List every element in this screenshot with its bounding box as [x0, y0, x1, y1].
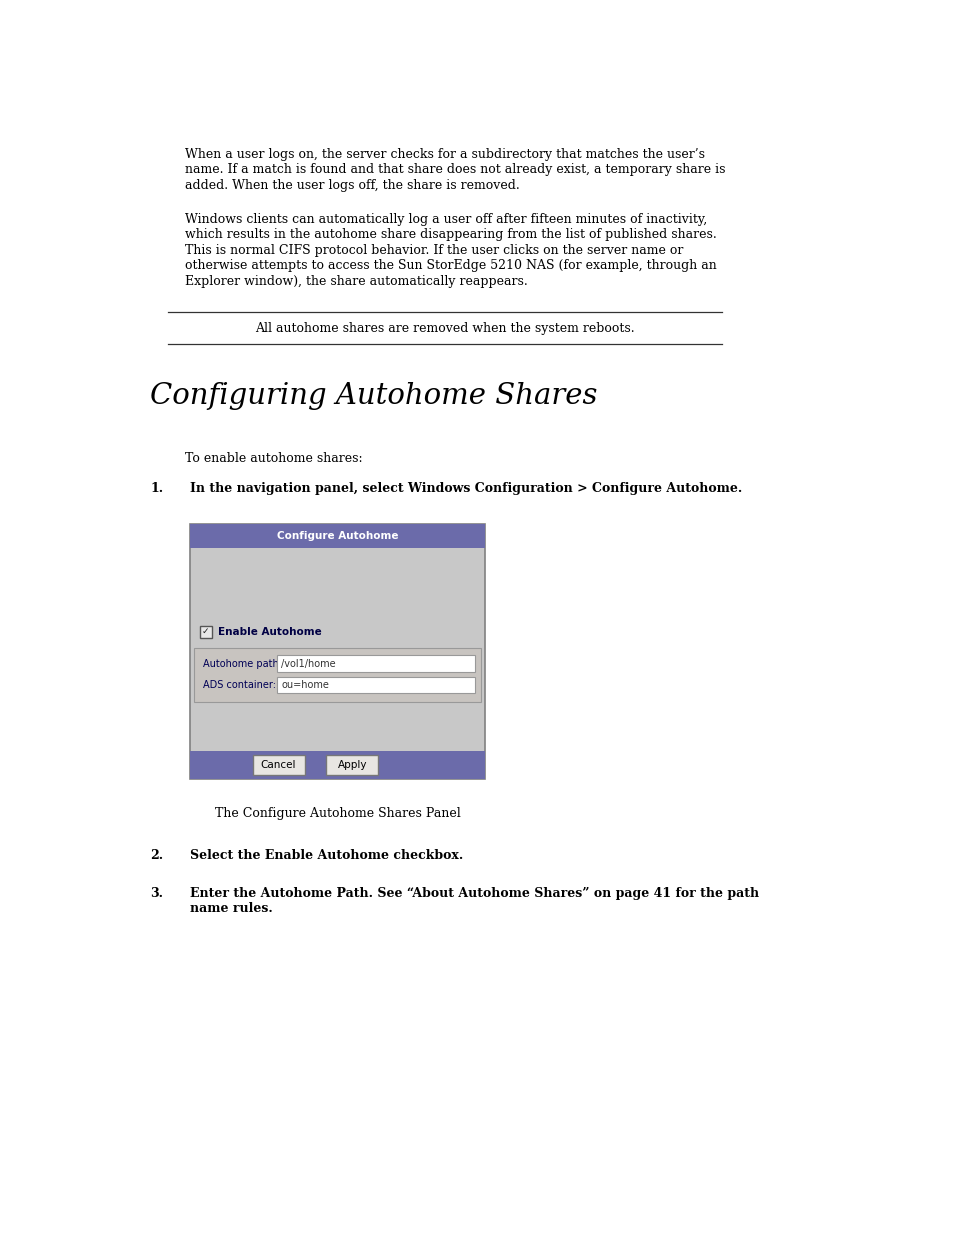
Text: Apply: Apply [337, 760, 367, 769]
Bar [193, 647, 480, 701]
Bar [276, 677, 475, 693]
Text: 2.: 2. [150, 848, 163, 862]
Bar [190, 524, 484, 779]
Text: ✓: ✓ [202, 627, 210, 636]
Text: To enable autohome shares:: To enable autohome shares: [185, 452, 362, 466]
Text: Configure Autohome: Configure Autohome [276, 531, 397, 541]
Bar [326, 755, 377, 776]
Text: Enter the Autohome Path. See “About Autohome Shares” on page 41 for the path: Enter the Autohome Path. See “About Auto… [190, 887, 759, 900]
Text: This is normal CIFS protocol behavior. If the user clicks on the server name or: This is normal CIFS protocol behavior. I… [185, 243, 682, 257]
Text: otherwise attempts to access the Sun StorEdge 5210 NAS (for example, through an: otherwise attempts to access the Sun Sto… [185, 259, 716, 272]
Bar [276, 656, 475, 672]
Text: The Configure Autohome Shares Panel: The Configure Autohome Shares Panel [214, 806, 460, 820]
Text: When a user logs on, the server checks for a subdirectory that matches the user’: When a user logs on, the server checks f… [185, 148, 704, 161]
Text: Autohome path:: Autohome path: [203, 658, 282, 668]
Text: 1.: 1. [150, 482, 163, 495]
Text: All autohome shares are removed when the system reboots.: All autohome shares are removed when the… [254, 322, 634, 335]
Bar [200, 626, 212, 637]
Text: name rules.: name rules. [190, 903, 273, 915]
Text: In the navigation panel, select Windows Configuration > Configure Autohome.: In the navigation panel, select Windows … [190, 482, 741, 495]
Text: which results in the autohome share disappearing from the list of published shar: which results in the autohome share disa… [185, 228, 716, 241]
Text: Windows clients can automatically log a user off after fifteen minutes of inacti: Windows clients can automatically log a … [185, 212, 706, 226]
Text: 3.: 3. [150, 887, 163, 900]
Text: ADS container:: ADS container: [203, 680, 275, 690]
Text: ou=home: ou=home [281, 680, 329, 690]
Text: /vol1/home: /vol1/home [281, 658, 335, 668]
Text: added. When the user logs off, the share is removed.: added. When the user logs off, the share… [185, 179, 519, 191]
Text: Configuring Autohome Shares: Configuring Autohome Shares [150, 382, 597, 410]
Bar [190, 751, 484, 779]
Text: Select the Enable Autohome checkbox.: Select the Enable Autohome checkbox. [190, 848, 463, 862]
Bar [253, 755, 304, 776]
Text: Explorer window), the share automatically reappears.: Explorer window), the share automaticall… [185, 274, 527, 288]
Text: name. If a match is found and that share does not already exist, a temporary sha: name. If a match is found and that share… [185, 163, 724, 177]
Text: Cancel: Cancel [260, 760, 296, 769]
Text: Enable Autohome: Enable Autohome [218, 626, 322, 637]
Bar [190, 524, 484, 548]
